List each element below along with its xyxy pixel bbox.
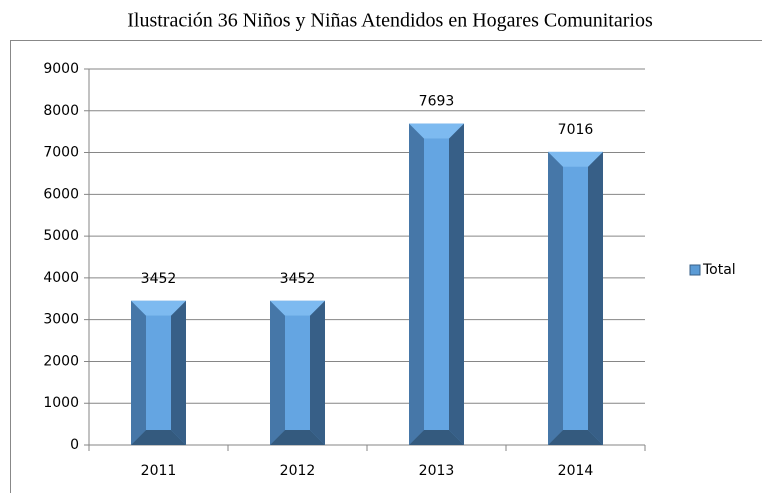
bar-bevel-bottom — [548, 430, 603, 445]
y-tick-label: 5000 — [43, 228, 79, 244]
bar-bevel-top — [270, 300, 325, 316]
y-tick-label: 8000 — [43, 103, 79, 119]
y-tick-label: 9000 — [43, 61, 79, 77]
bar-face — [146, 315, 171, 430]
bar-bevel-right — [588, 151, 603, 445]
bar-bevel-left — [548, 151, 563, 445]
data-label: 3452 — [141, 271, 177, 287]
bar-face — [285, 315, 310, 430]
x-tick-label: 2011 — [141, 463, 177, 479]
bar-bevel-top — [131, 300, 186, 316]
data-label: 7016 — [558, 122, 594, 138]
bar-bevel-left — [131, 300, 146, 445]
bar-face — [563, 166, 588, 430]
y-tick-label: 0 — [70, 437, 79, 453]
legend-label: Total — [702, 262, 736, 278]
bar-bevel-bottom — [409, 430, 464, 445]
data-label: 3452 — [280, 271, 316, 287]
bar-bevel-right — [171, 300, 186, 445]
legend-swatch — [689, 264, 701, 276]
bar-bevel-top — [548, 151, 603, 167]
y-tick-label: 2000 — [43, 353, 79, 369]
chart-border — [10, 40, 762, 493]
bar-bevel-left — [409, 123, 424, 446]
y-tick-label: 3000 — [43, 312, 79, 328]
bar-bevel-bottom — [131, 430, 186, 445]
x-tick-label: 2012 — [280, 463, 316, 479]
y-tick-label: 7000 — [43, 145, 79, 161]
bar-bevel-right — [449, 123, 464, 446]
x-tick-label: 2014 — [558, 463, 594, 479]
bar-bevel-right — [310, 300, 325, 445]
data-label: 7693 — [419, 94, 455, 110]
bar-face — [424, 138, 449, 430]
x-tick-label: 2013 — [419, 463, 455, 479]
bar-bevel-left — [270, 300, 285, 445]
bar-bevel-bottom — [270, 430, 325, 445]
y-tick-label: 4000 — [43, 270, 79, 286]
chart-title: Ilustración 36 Niños y Niñas Atendidos e… — [127, 10, 653, 32]
y-tick-label: 1000 — [43, 395, 79, 411]
bar-bevel-top — [409, 123, 464, 139]
y-tick-label: 6000 — [43, 186, 79, 202]
